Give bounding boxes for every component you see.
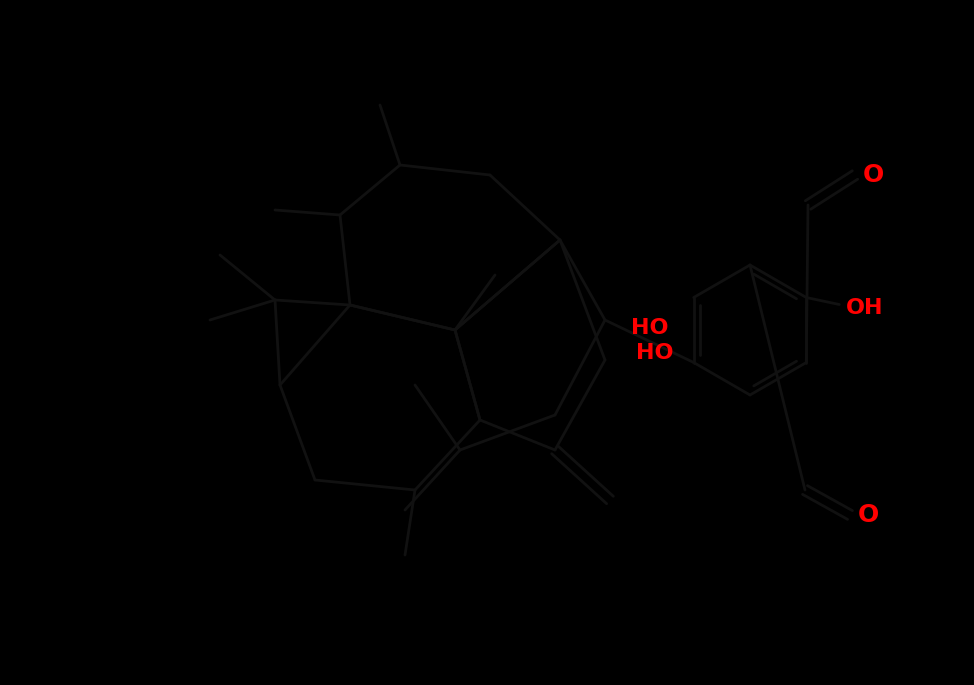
- Text: O: O: [862, 163, 883, 187]
- Text: OH: OH: [846, 297, 883, 318]
- Text: HO: HO: [631, 318, 669, 338]
- Text: HO: HO: [636, 342, 674, 362]
- Text: O: O: [857, 503, 879, 527]
